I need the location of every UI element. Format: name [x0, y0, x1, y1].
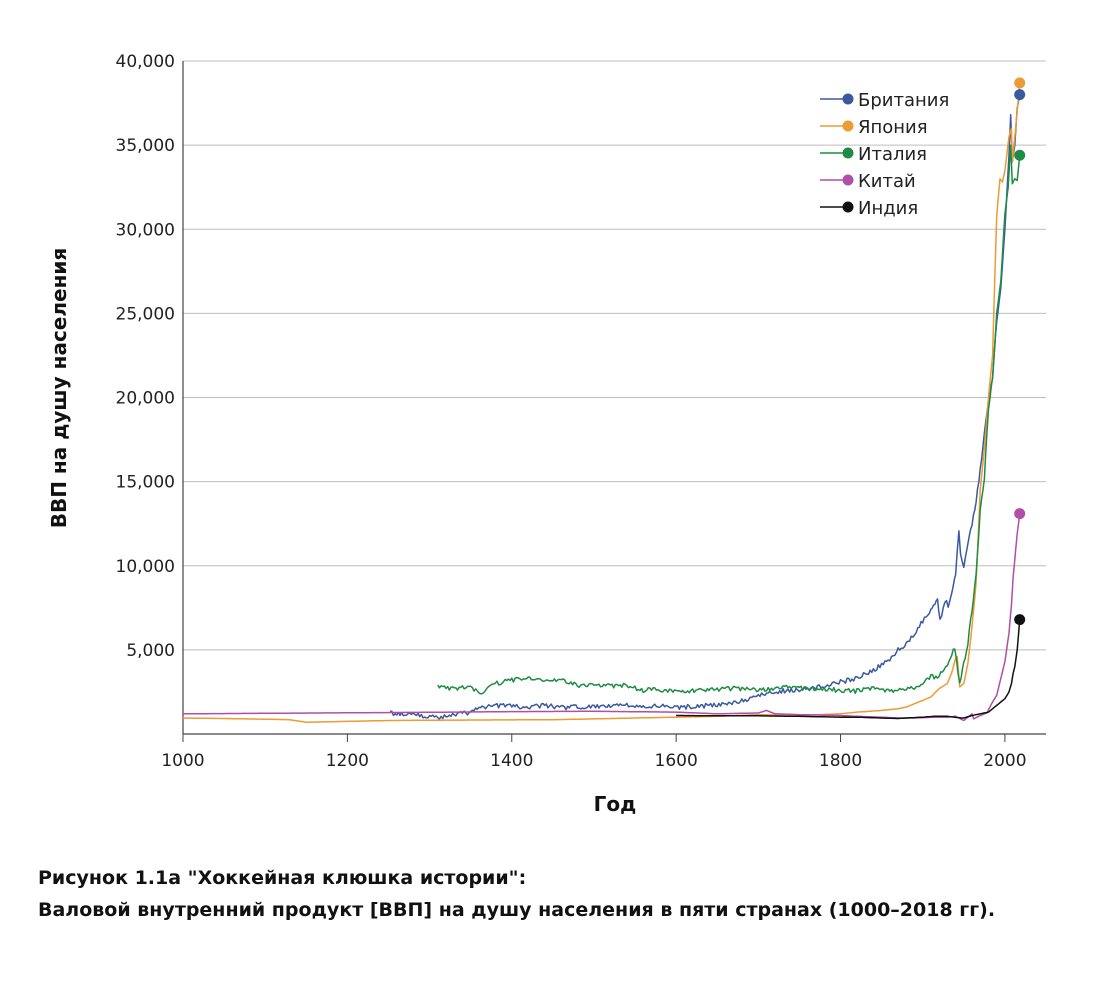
legend-label: Япония	[858, 117, 928, 138]
series-endpoint-dot	[1014, 149, 1026, 161]
legend-swatch-dot	[842, 201, 854, 213]
x-axis-ticks: 1000 1200 1400 1600 1800 2000	[161, 734, 1027, 771]
y-tick-label: 5,000	[126, 641, 175, 661]
series-lines	[183, 82, 1021, 723]
x-tick-label: 1200	[326, 751, 369, 771]
y-tick-label: 20,000	[116, 389, 175, 409]
series-line-5	[676, 619, 1021, 720]
legend: Британия Япония Италия Китай Индия	[820, 90, 949, 219]
x-tick-label: 2000	[983, 751, 1026, 771]
series-endpoint-dot	[1014, 508, 1026, 520]
axes	[182, 61, 1046, 735]
x-tick-label: 1400	[490, 751, 533, 771]
grid-lines	[183, 60, 1046, 651]
legend-label: Британия	[858, 90, 949, 111]
x-tick-label: 1000	[161, 751, 204, 771]
caption-title: Рисунок 1.1а "Хоккейная клюшка истории":	[38, 867, 527, 889]
gdp-line-chart: 1000 1200 1400 1600 1800 2000 5,000 10,000 15,0…	[47, 52, 1046, 816]
legend-label: Италия	[858, 144, 927, 165]
y-tick-label: 25,000	[116, 304, 175, 324]
x-axis-title: Год	[594, 792, 637, 816]
legend-label: Китай	[858, 171, 916, 192]
series-endpoint-dot	[1014, 77, 1026, 89]
legend-swatch-dot	[842, 93, 854, 105]
y-axis-title: ВВП на душу населения	[47, 248, 71, 529]
x-tick-label: 1600	[655, 751, 698, 771]
series-endpoint-dot	[1014, 614, 1026, 626]
x-tick-label: 1800	[819, 751, 862, 771]
series-line-3	[437, 144, 1021, 695]
figure-caption: Рисунок 1.1а "Хоккейная клюшка истории":…	[38, 862, 995, 926]
y-tick-label: 15,000	[116, 473, 175, 493]
y-tick-label: 10,000	[116, 557, 175, 577]
series-endpoint-dot	[1014, 89, 1026, 101]
series-line-1	[390, 94, 1021, 720]
y-tick-label: 40,000	[116, 52, 175, 72]
legend-swatch-dot	[842, 120, 854, 132]
legend-swatch-dot	[842, 147, 854, 159]
y-axis-ticks: 5,000 10,000 15,000 20,000 25,000 30,000 35,00…	[116, 52, 175, 661]
legend-label: Индия	[858, 198, 918, 219]
y-tick-label: 35,000	[116, 136, 175, 156]
series-line-2	[183, 82, 1021, 723]
y-tick-label: 30,000	[116, 220, 175, 240]
legend-swatch-dot	[842, 174, 854, 186]
series-line-4	[183, 513, 1021, 722]
caption-description: Валовой внутренний продукт [ВВП] на душу…	[38, 899, 996, 921]
series-endpoints	[1014, 77, 1026, 626]
